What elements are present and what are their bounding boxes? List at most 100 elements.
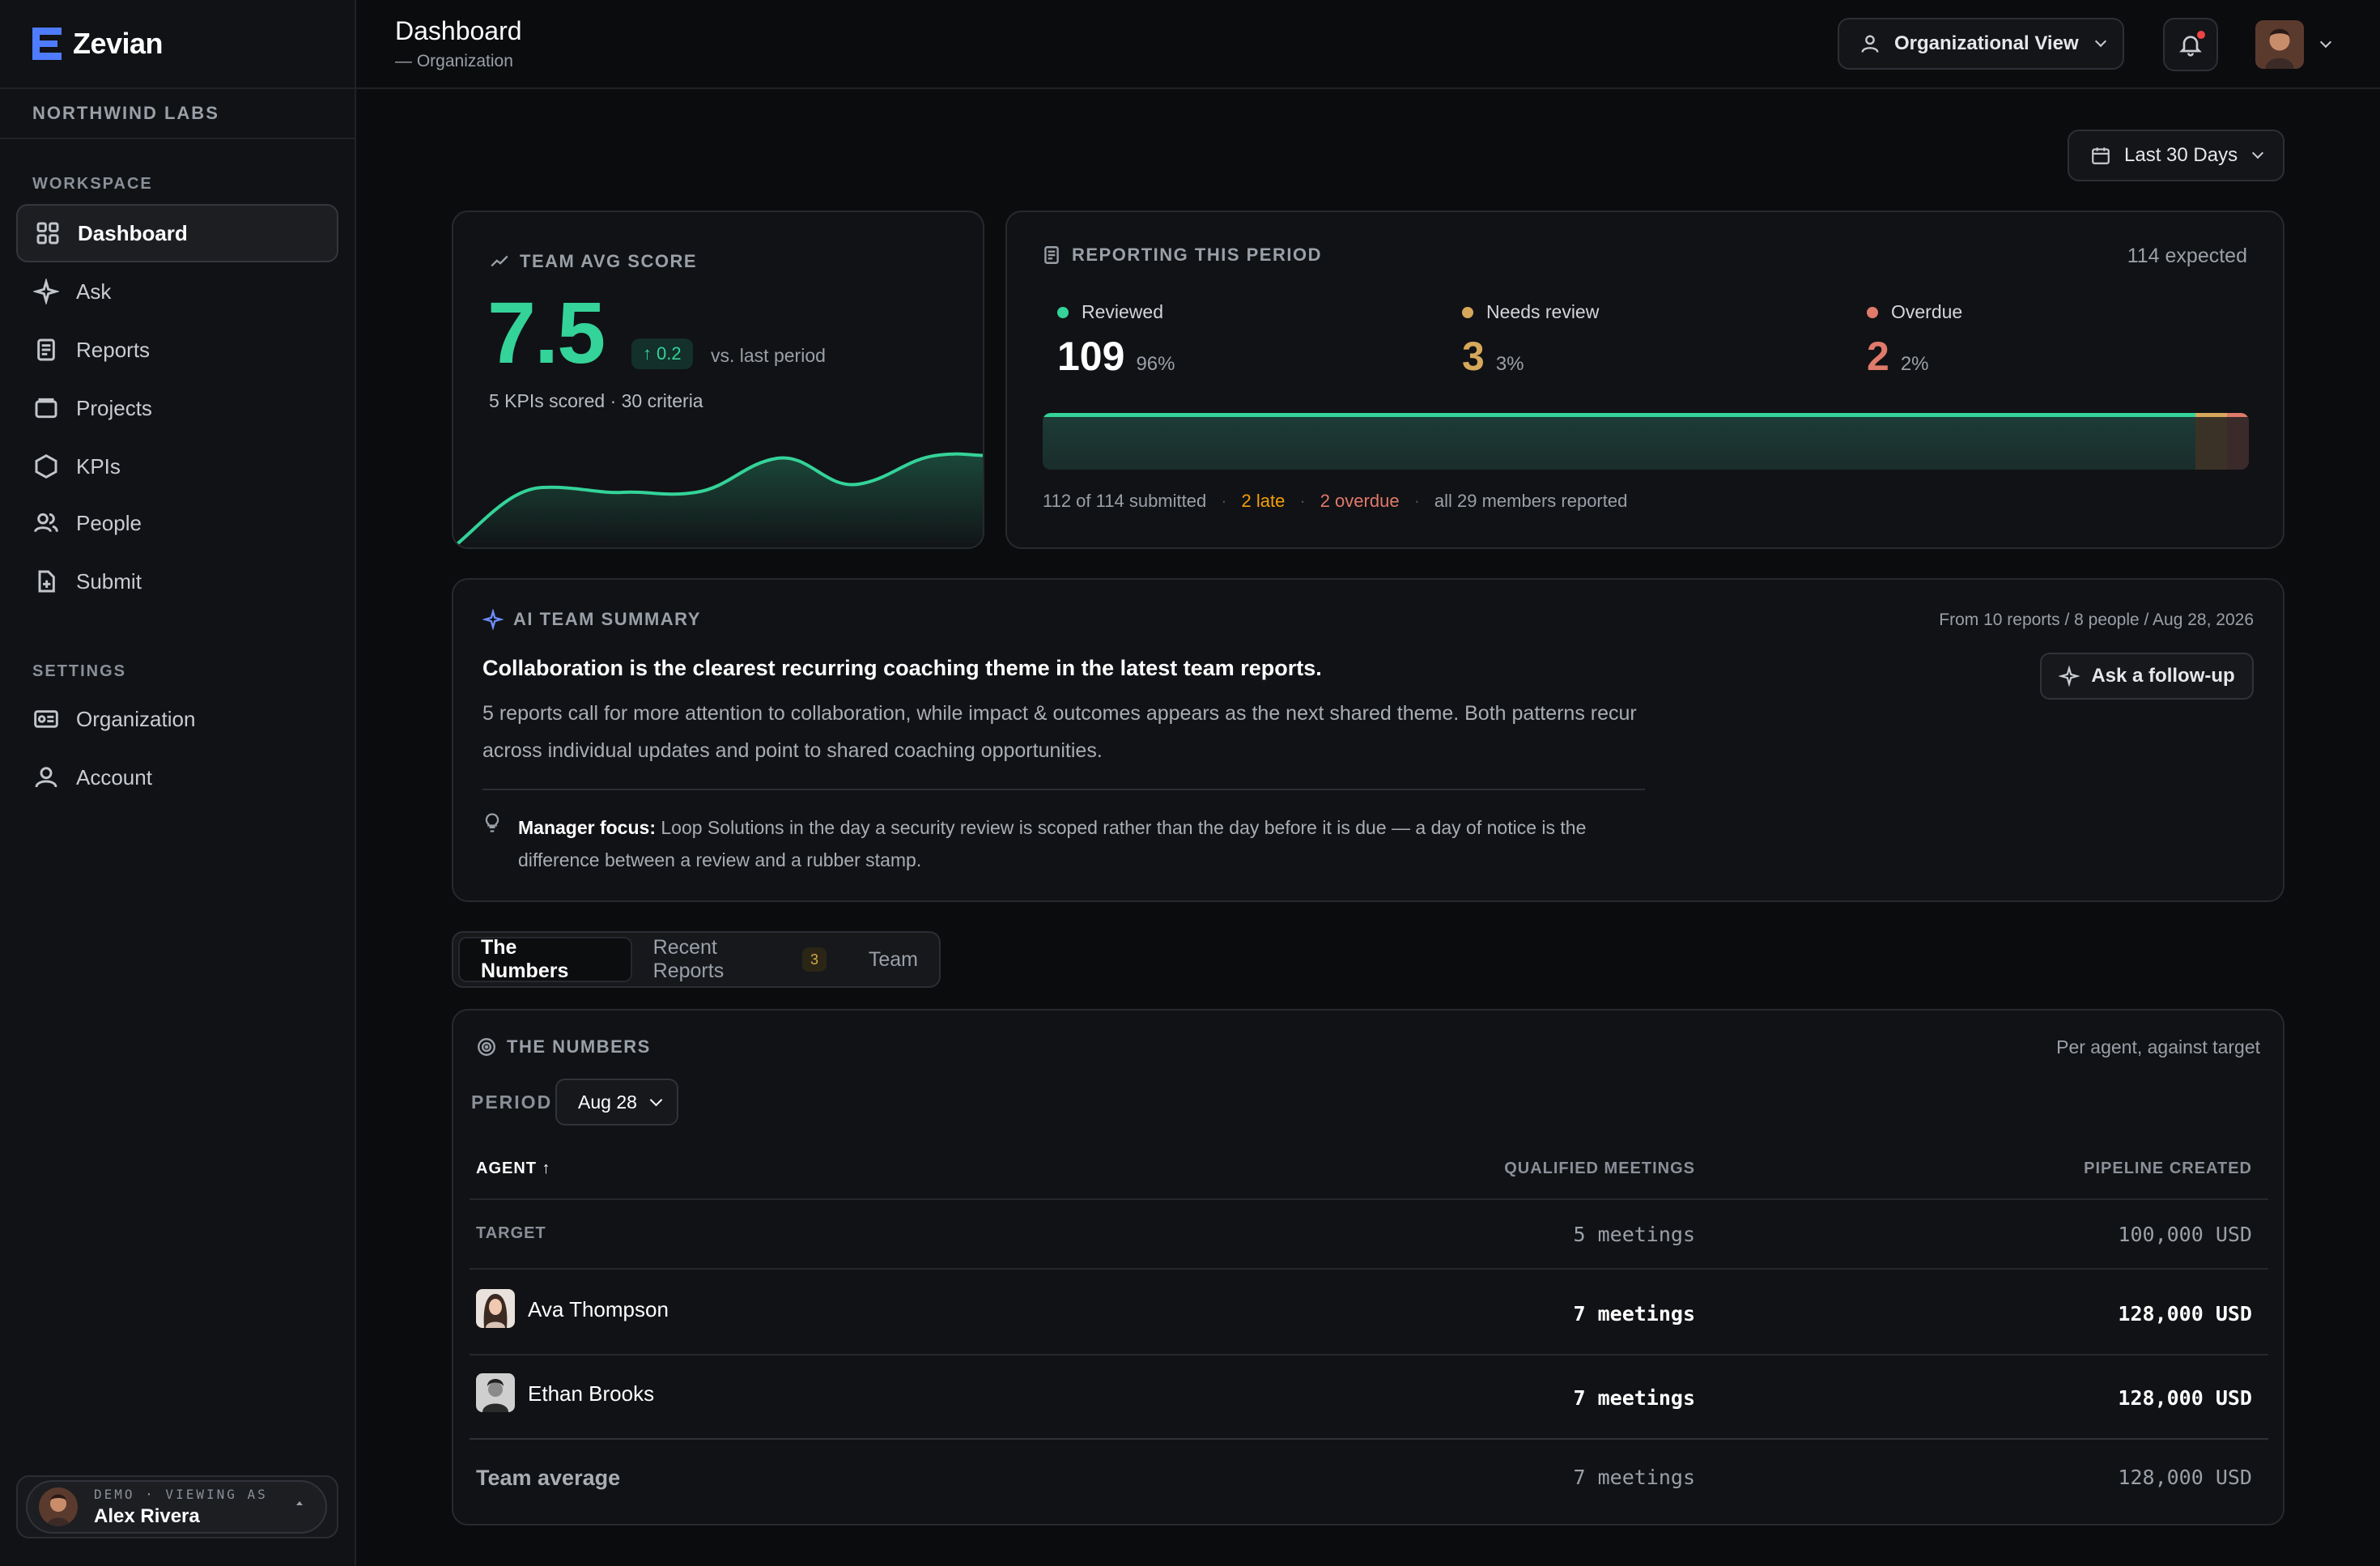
chevron-down-icon (2319, 36, 2332, 49)
chevron-down-icon (2094, 35, 2106, 48)
trend-icon (491, 255, 508, 267)
dashboard-tabs: The Numbers Recent Reports 3 Team (452, 931, 941, 988)
numbers-note: Per agent, against target (2056, 1036, 2260, 1057)
avatar (39, 1487, 78, 1526)
sidebar-item-ask[interactable]: Ask (16, 262, 338, 321)
chevron-down-icon (649, 1093, 663, 1106)
user-switcher[interactable]: DEMO · VIEWING AS Alex Rivera (26, 1480, 327, 1534)
ask-follow-up-button[interactable]: Ask a follow-up (2040, 653, 2254, 700)
card-label-text: REPORTING THIS PERIOD (1072, 245, 1322, 265)
stat-pct: 96% (1136, 353, 1175, 375)
avatar (476, 1289, 515, 1328)
reporting-footer: 112 of 114 submitted · 2 late · 2 overdu… (1043, 491, 1627, 512)
sidebar-item-submit[interactable]: Submit (16, 552, 338, 611)
brand-name: Zevian (73, 27, 164, 60)
score-detail: 5 KPIs scored · 30 criteria (489, 390, 703, 411)
sparkle-icon (32, 278, 60, 305)
score-delta-label: vs. last period (711, 345, 826, 366)
stat-label: Needs review (1486, 301, 1600, 322)
lightbulb-icon (485, 813, 499, 832)
date-range-button[interactable]: Last 30 Days (2068, 130, 2284, 181)
late-count[interactable]: 2 late (1241, 491, 1286, 511)
tab-the-numbers[interactable]: The Numbers (458, 936, 632, 982)
sidebar-item-kpis[interactable]: KPIs (16, 437, 338, 496)
period-select[interactable]: Aug 28 (555, 1079, 678, 1126)
stat-label: Reviewed (1082, 301, 1163, 322)
sidebar-item-people[interactable]: People (16, 494, 338, 552)
team-avg-score-card: TEAM AVG SCORE 7.5 ↑ 0.2 vs. last period… (452, 211, 984, 549)
card-label: THE NUMBERS (476, 1036, 651, 1057)
view-selector-button[interactable]: Organizational View (1838, 18, 2124, 70)
score-delta: 0.2 (657, 343, 682, 364)
sidebar-item-label: Submit (76, 568, 142, 594)
tab-recent-reports[interactable]: Recent Reports 3 (632, 936, 848, 982)
arrow-up-icon: ↑ (643, 343, 652, 364)
org-name[interactable]: NORTHWIND LABS (0, 89, 355, 139)
period-value: Aug 28 (578, 1091, 637, 1113)
summary-divider (482, 789, 1645, 790)
sidebar-item-label: Account (76, 764, 152, 789)
settings-label: SETTINGS (32, 662, 127, 680)
target-meetings: 5 meetings (1573, 1223, 1695, 1246)
separator-dot: · (1413, 491, 1420, 511)
sidebar-item-account[interactable]: Account (16, 748, 338, 806)
caret-up-icon (296, 1501, 303, 1505)
separator-dot: · (1221, 491, 1227, 511)
user-name: Alex Rivera (94, 1504, 200, 1527)
stat-pct: 2% (1900, 353, 1929, 375)
column-meetings[interactable]: QUALIFIED MEETINGS (1504, 1160, 1695, 1177)
sidebar-item-dashboard[interactable]: Dashboard (16, 204, 338, 262)
agent-meetings: 7 meetings (1573, 1386, 1695, 1410)
reporting-progress-bar (1043, 413, 2249, 470)
reporting-card: REPORTING THIS PERIOD 114 expected Revie… (1005, 211, 2284, 549)
chevron-down-icon (2252, 147, 2264, 160)
page-subtitle: — Organization (395, 52, 513, 70)
user-icon (32, 764, 60, 791)
sidebar-item-projects[interactable]: Projects (16, 379, 338, 437)
sidebar-item-reports[interactable]: Reports (16, 321, 338, 379)
tab-label: The Numbers (481, 936, 569, 982)
score-value: 7.5 (487, 283, 606, 381)
average-pipeline: 128,000 USD (2118, 1466, 2252, 1489)
bar-reviewed (1043, 413, 2196, 470)
summary-headline: Collaboration is the clearest recurring … (482, 656, 1322, 680)
average-meetings: 7 meetings (1573, 1466, 1695, 1489)
summary-body: 5 reports call for more attention to col… (482, 702, 1637, 762)
agent-pipeline: 128,000 USD (2118, 1302, 2252, 1326)
target-label: TARGET (476, 1224, 546, 1242)
stat-value: 3 (1462, 334, 1485, 379)
target-icon (478, 1038, 495, 1056)
stat-label: Overdue (1891, 301, 1963, 322)
page-title: Dashboard (395, 16, 522, 45)
date-range-label: Last 30 Days (2124, 144, 2238, 166)
topbar: Dashboard — Organization Organizational … (356, 0, 2380, 89)
score-sparkline (453, 452, 983, 547)
sidebar-item-label: Organization (76, 706, 196, 731)
sidebar-item-label: KPIs (76, 453, 121, 479)
card-label-text: THE NUMBERS (507, 1036, 651, 1057)
average-label: Team average (476, 1466, 621, 1490)
table-row[interactable]: Ethan Brooks 7 meetings 128,000 USD (470, 1355, 2268, 1440)
card-label: AI TEAM SUMMARY (482, 609, 701, 630)
tab-team[interactable]: Team (848, 937, 939, 982)
sidebar-item-organization[interactable]: Organization (16, 690, 338, 748)
period-label: PERIOD (471, 1092, 553, 1113)
table-row[interactable]: Ava Thompson 7 meetings 128,000 USD (470, 1270, 2268, 1355)
ask-follow-up-label: Ask a follow-up (2091, 665, 2235, 687)
workspace-label: WORKSPACE (32, 175, 153, 193)
column-agent[interactable]: AGENT ↑ (476, 1160, 551, 1177)
status-dot (1462, 306, 1473, 318)
overdue-count[interactable]: 2 overdue (1320, 491, 1400, 511)
score-delta-badge: ↑ 0.2 (631, 338, 693, 369)
brand-logo-icon (32, 28, 62, 60)
stat-reviewed: Reviewed 109 96% (1057, 301, 1175, 380)
column-pipeline[interactable]: PIPELINE CREATED (2084, 1160, 2252, 1177)
profile-menu-button[interactable] (2255, 19, 2344, 70)
bar-needs-review (2195, 413, 2228, 470)
stat-overdue: Overdue 2 2% (1867, 301, 1962, 380)
notifications-button[interactable] (2163, 18, 2218, 71)
target-pipeline: 100,000 USD (2118, 1223, 2252, 1246)
manager-focus-text: Loop Solutions in the day a security rev… (518, 817, 1587, 870)
brand[interactable]: Zevian (0, 0, 355, 89)
sidebar: Zevian NORTHWIND LABS WORKSPACE Dashboar… (0, 0, 356, 1566)
